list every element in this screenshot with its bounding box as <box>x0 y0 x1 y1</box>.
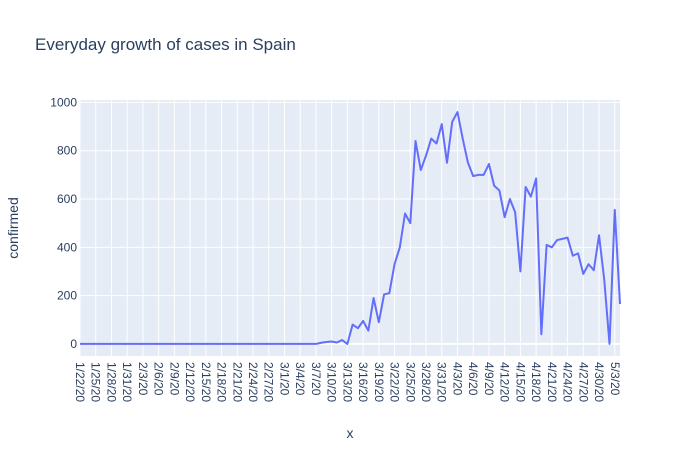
series-line-confirmed <box>80 111 621 345</box>
x-tick-label: 2/6/20 <box>152 362 166 396</box>
plot-area <box>80 100 620 356</box>
y-tick-label: 1000 <box>50 95 77 109</box>
x-tick-label: 1/22/20 <box>73 362 87 402</box>
x-tick-label: 3/25/20 <box>403 362 417 402</box>
x-tick-label: 4/30/20 <box>592 362 606 402</box>
x-tick-label: 4/21/20 <box>545 362 559 402</box>
y-tick-label: 400 <box>57 240 77 254</box>
x-tick-label: 2/15/20 <box>199 362 213 402</box>
x-tick-label: 3/28/20 <box>419 362 433 402</box>
x-tick-label: 1/31/20 <box>120 362 134 402</box>
x-tick-label: 3/13/20 <box>340 362 354 402</box>
x-tick-label: 3/31/20 <box>435 362 449 402</box>
y-tick-label: 800 <box>57 144 77 158</box>
x-tick-label: 3/16/20 <box>356 362 370 402</box>
y-tick-label: 600 <box>57 192 77 206</box>
x-tick-label: 3/10/20 <box>325 362 339 402</box>
x-tick-label: 5/3/20 <box>608 362 622 396</box>
x-tick-label: 4/15/20 <box>513 362 527 402</box>
x-tick-label: 2/18/20 <box>215 362 229 402</box>
x-tick-label: 4/9/20 <box>482 362 496 396</box>
x-tick-label: 2/9/20 <box>167 362 181 396</box>
x-tick-label: 4/3/20 <box>450 362 464 396</box>
x-tick-label: 2/21/20 <box>230 362 244 402</box>
x-tick-label: 1/28/20 <box>104 362 118 402</box>
gridlines <box>79 100 620 356</box>
x-tick-label: 2/24/20 <box>246 362 260 402</box>
x-tick-label: 4/12/20 <box>498 362 512 402</box>
y-tick-label: 200 <box>57 289 77 303</box>
x-tick-label: 4/24/20 <box>561 362 575 402</box>
y-tick-label: 0 <box>70 337 77 351</box>
x-tick-label: 2/27/20 <box>262 362 276 402</box>
x-tick-label: 3/22/20 <box>388 362 402 402</box>
x-tick-label: 1/25/20 <box>89 362 103 402</box>
x-tick-label: 4/6/20 <box>466 362 480 396</box>
x-tick-label: 4/27/20 <box>576 362 590 402</box>
x-axis-ticks: 1/22/20 1/25/20 1/28/20 1/31/20 2/3/20 2/6/20… <box>73 362 622 402</box>
x-tick-label: 3/19/20 <box>372 362 386 402</box>
x-tick-label: 3/7/20 <box>309 362 323 396</box>
x-tick-label: 2/12/20 <box>183 362 197 402</box>
x-tick-label: 3/1/20 <box>277 362 291 396</box>
x-axis-label: x <box>347 425 354 441</box>
y-axis-label: confirmed <box>5 197 21 258</box>
x-tick-label: 4/18/20 <box>529 362 543 402</box>
chart-title: Everyday growth of cases in Spain <box>35 35 296 54</box>
x-tick-label: 3/4/20 <box>293 362 307 396</box>
x-tick-label: 2/3/20 <box>136 362 150 396</box>
y-axis-ticks: 0 200 400 600 800 1000 <box>50 95 77 351</box>
